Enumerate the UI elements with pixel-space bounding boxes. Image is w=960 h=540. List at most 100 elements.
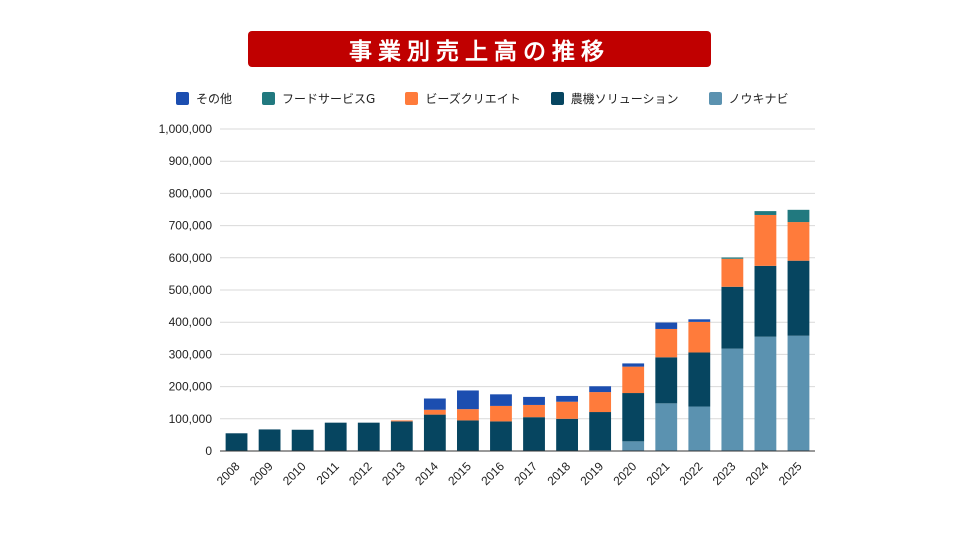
bar-segment	[655, 403, 678, 451]
legend-item: フードサービスG	[262, 90, 375, 107]
bar-segment	[787, 209, 810, 223]
bar-segment	[787, 260, 810, 336]
legend-item: ノウキナビ	[708, 90, 789, 107]
y-tick-label: 700,000	[169, 219, 213, 233]
bar-segment	[688, 321, 711, 353]
legend-label: ノウキナビ	[728, 91, 789, 106]
bar-segment	[655, 322, 678, 329]
x-tick-label: 2023	[710, 459, 739, 488]
x-tick-label: 2025	[776, 459, 805, 488]
bar-segment	[225, 433, 248, 451]
x-tick-label: 2014	[412, 459, 441, 488]
y-tick-label: 300,000	[169, 347, 213, 361]
bar-segment	[457, 420, 479, 451]
bar-segment	[754, 336, 777, 451]
bar-segment	[556, 418, 578, 451]
bar-segment	[556, 401, 578, 419]
x-tick-label: 2017	[511, 459, 540, 488]
x-tick-label: 2011	[314, 459, 342, 487]
bar-segment	[490, 405, 512, 422]
y-tick-label: 400,000	[169, 315, 213, 329]
bar-segment	[258, 429, 281, 451]
bar-segment	[324, 422, 347, 451]
bar-segment	[622, 393, 645, 442]
x-tick-label: 2010	[280, 459, 309, 488]
bar-segment	[721, 258, 744, 287]
bar-segment	[523, 404, 545, 418]
chart-legend: その他 フードサービスG ビーズクリエイト 農機ソリューション ノウキナビ	[176, 89, 819, 107]
bar-segment	[754, 265, 777, 337]
y-tick-label: 500,000	[169, 283, 213, 297]
bar-segment	[688, 406, 711, 451]
legend-swatch	[550, 91, 564, 105]
x-tick-label: 2020	[611, 459, 640, 488]
bar-segment	[523, 417, 545, 451]
legend-swatch	[176, 91, 189, 105]
x-tick-label: 2021	[644, 459, 673, 488]
bar-segment	[589, 392, 612, 413]
legend-label: その他	[196, 91, 233, 106]
x-tick-label: 2013	[379, 459, 408, 488]
bar-segment	[589, 386, 612, 393]
x-tick-label: 2008	[214, 459, 243, 488]
grid-lines	[220, 128, 815, 420]
bar-segment	[523, 396, 545, 405]
bar-segment	[721, 286, 744, 349]
bar-segment	[291, 429, 314, 451]
x-tick-label: 2016	[478, 459, 507, 488]
bar-segment	[357, 422, 380, 451]
bar-segment	[787, 222, 810, 261]
bar-segment	[787, 335, 810, 451]
bar-segment	[688, 352, 711, 407]
x-tick-label: 2015	[445, 459, 474, 488]
legend-swatch	[405, 91, 419, 105]
bar-segment	[390, 420, 413, 422]
bar-segment	[589, 412, 612, 451]
x-tick-label: 2022	[677, 459, 706, 488]
title-banner: 事業別売上高の推移	[248, 31, 711, 67]
bar-segment	[622, 441, 645, 451]
y-tick-label: 100,000	[169, 412, 213, 426]
bar-segment	[622, 363, 645, 367]
chart-title: 事業別売上高の推移	[349, 39, 610, 65]
bar-segment	[754, 214, 777, 266]
bar-segment	[390, 421, 413, 451]
y-tick-label: 600,000	[169, 251, 213, 265]
y-tick-label: 800,000	[169, 186, 213, 200]
bars	[225, 209, 810, 451]
bar-segment	[721, 257, 744, 259]
legend-item: その他	[176, 90, 232, 107]
legend-label: ビーズクリエイト	[425, 91, 521, 106]
bar-segment	[457, 390, 479, 410]
x-tick-label: 2012	[346, 459, 375, 488]
bar-segment	[423, 414, 446, 451]
y-tick-label: 200,000	[169, 380, 213, 394]
x-tick-label: 2009	[247, 459, 276, 488]
bar-segment	[754, 211, 777, 215]
bar-segment	[556, 395, 578, 402]
bar-segment	[721, 348, 744, 451]
x-tick-label: 2024	[743, 459, 772, 488]
legend-label: 農機ソリューション	[570, 91, 679, 106]
bar-segment	[457, 409, 479, 421]
x-tick-label: 2019	[577, 459, 606, 488]
axes: 0 100,000 200,000 300,000 400,000 500,000 600,…	[159, 122, 815, 488]
y-tick-label: 0	[205, 444, 212, 458]
bar-segment	[655, 357, 678, 404]
y-tick-label: 1,000,000	[159, 122, 213, 136]
bar-segment	[655, 328, 678, 358]
bar-segment	[423, 398, 446, 410]
bar-segment	[423, 409, 446, 415]
x-tick-label: 2018	[544, 459, 573, 488]
y-tick-label: 900,000	[169, 154, 213, 168]
legend-label: フードサービスG	[282, 91, 376, 106]
bar-segment	[490, 394, 512, 406]
legend-item: 農機ソリューション	[550, 90, 679, 107]
legend-swatch	[708, 91, 722, 105]
legend-item: ビーズクリエイト	[405, 90, 521, 107]
bar-segment	[622, 366, 645, 394]
legend-swatch	[262, 91, 276, 105]
bar-segment	[688, 319, 711, 322]
